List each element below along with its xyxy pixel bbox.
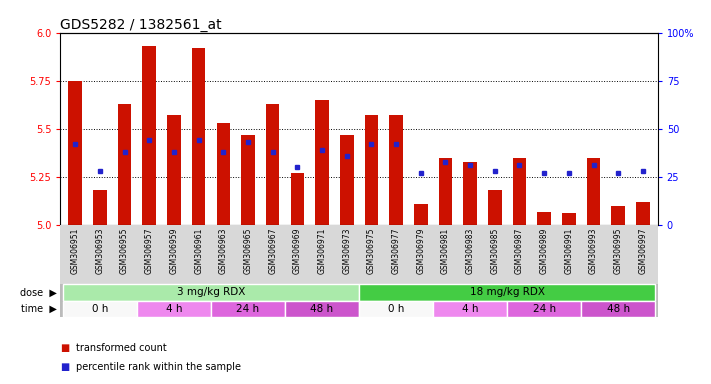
Bar (340, 135, 353, 225)
Text: GSM306989: GSM306989 (540, 228, 549, 275)
Text: percentile rank within the sample: percentile rank within the sample (76, 362, 241, 372)
Bar (359, 301, 433, 317)
Text: GSM306985: GSM306985 (491, 228, 499, 275)
Text: GSM306971: GSM306971 (318, 228, 326, 275)
Text: time  ▶: time ▶ (21, 304, 57, 314)
Bar (217, 123, 230, 225)
Bar (167, 115, 181, 225)
Text: GSM306981: GSM306981 (441, 228, 450, 274)
Text: 24 h: 24 h (533, 304, 556, 314)
Bar (359, 284, 656, 301)
Text: 0 h: 0 h (388, 304, 405, 314)
Text: GSM306973: GSM306973 (342, 228, 351, 275)
Bar (291, 173, 304, 225)
Bar (192, 48, 205, 225)
Bar (241, 135, 255, 225)
Text: GSM306965: GSM306965 (243, 228, 252, 275)
Text: ■: ■ (60, 362, 70, 372)
Bar (118, 104, 132, 225)
Text: GSM306951: GSM306951 (70, 228, 80, 275)
Text: 48 h: 48 h (606, 304, 630, 314)
Bar (266, 104, 279, 225)
Bar (63, 284, 359, 301)
Bar (562, 214, 576, 225)
Text: GSM306997: GSM306997 (638, 228, 648, 275)
Text: GSM306975: GSM306975 (367, 228, 376, 275)
Bar (365, 115, 378, 225)
Text: 4 h: 4 h (462, 304, 479, 314)
Bar (390, 115, 403, 225)
Text: GSM306957: GSM306957 (145, 228, 154, 275)
Text: GSM306961: GSM306961 (194, 228, 203, 275)
Text: transformed count: transformed count (76, 343, 167, 353)
Text: GSM306991: GSM306991 (565, 228, 573, 275)
Bar (285, 301, 359, 317)
Text: 0 h: 0 h (92, 304, 108, 314)
Text: GSM306983: GSM306983 (466, 228, 475, 275)
Bar (581, 301, 656, 317)
Bar (587, 158, 600, 225)
Bar (439, 158, 452, 225)
Text: GSM306967: GSM306967 (268, 228, 277, 275)
Bar (488, 190, 501, 225)
Bar (211, 301, 285, 317)
Text: 3 mg/kg RDX: 3 mg/kg RDX (177, 287, 245, 297)
Bar (611, 206, 625, 225)
Text: GSM306987: GSM306987 (515, 228, 524, 275)
Bar (315, 100, 328, 225)
Bar (137, 301, 211, 317)
Text: GSM306977: GSM306977 (392, 228, 400, 275)
Text: GDS5282 / 1382561_at: GDS5282 / 1382561_at (60, 18, 222, 31)
Text: GSM306979: GSM306979 (416, 228, 425, 275)
Bar (507, 301, 581, 317)
Text: 4 h: 4 h (166, 304, 182, 314)
Bar (636, 202, 650, 225)
Bar (63, 301, 137, 317)
Bar (433, 301, 507, 317)
Text: GSM306963: GSM306963 (219, 228, 228, 275)
Text: ■: ■ (60, 343, 70, 353)
Text: 24 h: 24 h (237, 304, 260, 314)
Text: dose  ▶: dose ▶ (20, 287, 57, 297)
Text: GSM306953: GSM306953 (95, 228, 105, 275)
Bar (513, 158, 526, 225)
Text: GSM306969: GSM306969 (293, 228, 302, 275)
Text: GSM306995: GSM306995 (614, 228, 623, 275)
Bar (68, 81, 82, 225)
Text: GSM306955: GSM306955 (120, 228, 129, 275)
Bar (142, 46, 156, 225)
Text: GSM306959: GSM306959 (169, 228, 178, 275)
Bar (464, 162, 477, 225)
Text: 48 h: 48 h (311, 304, 333, 314)
Text: 18 mg/kg RDX: 18 mg/kg RDX (470, 287, 545, 297)
Bar (538, 212, 551, 225)
Text: GSM306993: GSM306993 (589, 228, 598, 275)
Bar (414, 204, 427, 225)
Bar (93, 190, 107, 225)
